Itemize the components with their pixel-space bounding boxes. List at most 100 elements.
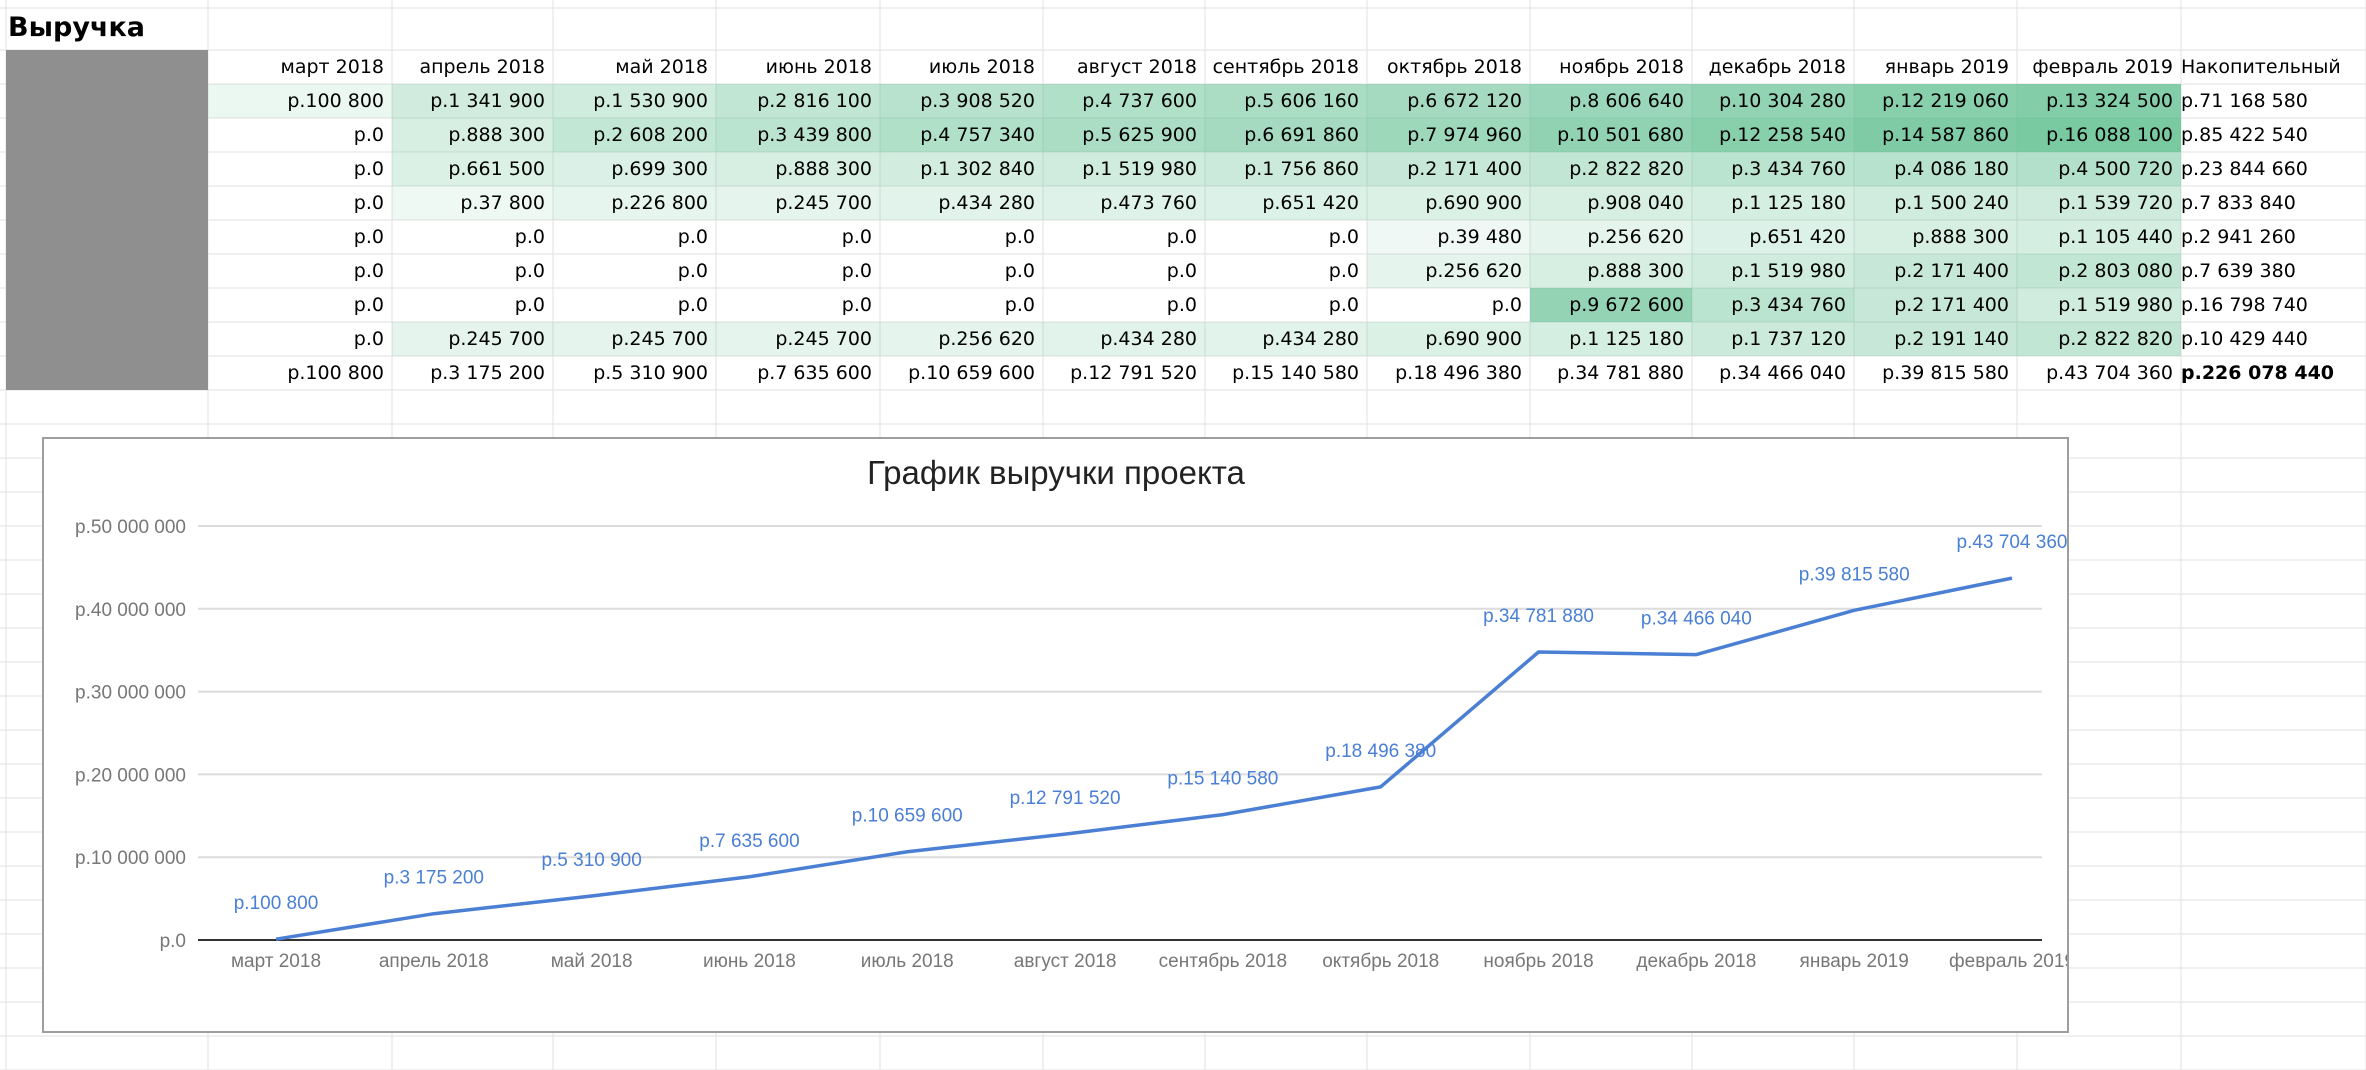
table-cell[interactable]: р.6 691 860 bbox=[1205, 118, 1367, 152]
table-cell[interactable]: р.3 908 520 bbox=[880, 84, 1043, 118]
row-label-cell[interactable] bbox=[6, 254, 208, 288]
table-cell[interactable]: р.690 900 bbox=[1367, 322, 1530, 356]
table-cell[interactable]: р.4 086 180 bbox=[1854, 152, 2017, 186]
table-cell[interactable]: р.0 bbox=[1328, 226, 1359, 248]
table-cell[interactable]: р.434 280 bbox=[1043, 322, 1205, 356]
table-cell[interactable]: р.4 737 600 bbox=[1043, 84, 1205, 118]
table-cell[interactable]: р.2 171 400 bbox=[1854, 254, 2017, 288]
total-cell[interactable]: р.100 800 bbox=[287, 362, 384, 384]
table-cell[interactable]: р.256 620 bbox=[880, 322, 1043, 356]
table-cell[interactable]: р.690 900 bbox=[1367, 186, 1530, 220]
total-cell[interactable]: р.43 704 360 bbox=[2046, 362, 2173, 384]
table-cell[interactable]: р.2 191 140 bbox=[1854, 322, 2017, 356]
table-cell[interactable]: р.0 bbox=[677, 260, 708, 282]
table-cell[interactable]: р.9 672 600 bbox=[1530, 288, 1692, 322]
table-cell[interactable]: р.12 258 540 bbox=[1692, 118, 1854, 152]
table-cell[interactable]: р.651 420 bbox=[1692, 220, 1854, 254]
table-cell[interactable]: р.888 300 bbox=[1854, 220, 2017, 254]
row-label-cell[interactable] bbox=[6, 118, 208, 152]
table-cell[interactable]: р.2 941 260 bbox=[2181, 226, 2296, 248]
table-cell[interactable]: р.71 168 580 bbox=[2181, 90, 2308, 112]
table-cell[interactable]: р.245 700 bbox=[553, 322, 716, 356]
table-cell[interactable]: р.1 530 900 bbox=[553, 84, 716, 118]
table-cell[interactable]: р.39 480 bbox=[1367, 220, 1530, 254]
row-label-cell[interactable] bbox=[6, 356, 208, 390]
table-cell[interactable]: р.0 bbox=[514, 294, 545, 316]
table-cell[interactable]: р.1 341 900 bbox=[392, 84, 553, 118]
column-header[interactable]: октябрь 2018 bbox=[1387, 56, 1522, 78]
table-cell[interactable]: р.1 105 440 bbox=[2017, 220, 2181, 254]
total-cell[interactable]: р.7 635 600 bbox=[757, 362, 872, 384]
table-cell[interactable]: р.5 625 900 bbox=[1043, 118, 1205, 152]
table-cell[interactable]: р.0 bbox=[1491, 294, 1522, 316]
total-cell[interactable]: р.18 496 380 bbox=[1395, 362, 1522, 384]
column-header[interactable]: апрель 2018 bbox=[419, 56, 545, 78]
table-cell[interactable]: р.7 833 840 bbox=[2181, 192, 2296, 214]
table-cell[interactable]: р.0 bbox=[1166, 294, 1197, 316]
table-cell[interactable]: р.1 519 980 bbox=[2017, 288, 2181, 322]
table-cell[interactable]: р.4 757 340 bbox=[880, 118, 1043, 152]
row-label-cell[interactable] bbox=[6, 288, 208, 322]
total-cell[interactable]: р.15 140 580 bbox=[1232, 362, 1359, 384]
table-cell[interactable]: р.1 737 120 bbox=[1692, 322, 1854, 356]
table-cell[interactable]: р.434 280 bbox=[880, 186, 1043, 220]
table-cell[interactable]: р.0 bbox=[353, 260, 384, 282]
table-cell[interactable]: р.888 300 bbox=[1530, 254, 1692, 288]
table-cell[interactable]: р.0 bbox=[1004, 260, 1035, 282]
table-cell[interactable]: р.14 587 860 bbox=[1854, 118, 2017, 152]
table-cell[interactable]: р.0 bbox=[1004, 294, 1035, 316]
table-cell[interactable]: р.245 700 bbox=[716, 186, 880, 220]
table-cell[interactable]: р.4 500 720 bbox=[2017, 152, 2181, 186]
table-cell[interactable]: р.0 bbox=[514, 260, 545, 282]
table-cell[interactable]: р.0 bbox=[841, 226, 872, 248]
table-cell[interactable]: р.434 280 bbox=[1205, 322, 1367, 356]
column-header[interactable]: сентябрь 2018 bbox=[1212, 56, 1359, 78]
table-cell[interactable]: р.0 bbox=[353, 294, 384, 316]
table-cell[interactable]: р.10 501 680 bbox=[1530, 118, 1692, 152]
table-cell[interactable]: р.0 bbox=[353, 192, 384, 214]
table-cell[interactable]: р.226 800 bbox=[553, 186, 716, 220]
table-cell[interactable]: р.1 756 860 bbox=[1205, 152, 1367, 186]
table-cell[interactable]: р.0 bbox=[514, 226, 545, 248]
table-cell[interactable]: р.0 bbox=[1166, 260, 1197, 282]
table-cell[interactable]: р.16 798 740 bbox=[2181, 294, 2308, 316]
table-cell[interactable]: р.0 bbox=[353, 124, 384, 146]
table-cell[interactable]: р.0 bbox=[841, 294, 872, 316]
total-cell[interactable]: р.10 659 600 bbox=[908, 362, 1035, 384]
table-cell[interactable]: р.256 620 bbox=[1530, 220, 1692, 254]
table-cell[interactable]: р.0 bbox=[1328, 260, 1359, 282]
table-cell[interactable]: р.1 302 840 bbox=[880, 152, 1043, 186]
table-cell[interactable]: р.0 bbox=[1328, 294, 1359, 316]
table-cell[interactable]: р.37 800 bbox=[392, 186, 553, 220]
column-header[interactable]: ноябрь 2018 bbox=[1559, 56, 1684, 78]
table-cell[interactable]: р.5 606 160 bbox=[1205, 84, 1367, 118]
table-cell[interactable]: р.13 324 500 bbox=[2017, 84, 2181, 118]
table-cell[interactable]: р.7 639 380 bbox=[2181, 260, 2296, 282]
column-header[interactable]: август 2018 bbox=[1077, 56, 1197, 78]
table-cell[interactable]: р.2 822 820 bbox=[2017, 322, 2181, 356]
table-cell[interactable]: р.1 125 180 bbox=[1692, 186, 1854, 220]
table-cell[interactable]: р.0 bbox=[1004, 226, 1035, 248]
row-label-cell[interactable] bbox=[6, 322, 208, 356]
table-cell[interactable]: р.100 800 bbox=[208, 84, 392, 118]
table-cell[interactable]: р.3 434 760 bbox=[1692, 152, 1854, 186]
table-cell[interactable]: р.651 420 bbox=[1205, 186, 1367, 220]
table-cell[interactable]: р.1 500 240 bbox=[1854, 186, 2017, 220]
column-header[interactable]: Накопительный bbox=[2181, 56, 2341, 78]
total-cell[interactable]: р.34 466 040 bbox=[1719, 362, 1846, 384]
table-cell[interactable]: р.0 bbox=[353, 158, 384, 180]
column-header[interactable]: декабрь 2018 bbox=[1708, 56, 1846, 78]
table-cell[interactable]: р.6 672 120 bbox=[1367, 84, 1530, 118]
total-cell[interactable]: р.34 781 880 bbox=[1557, 362, 1684, 384]
table-cell[interactable]: р.2 171 400 bbox=[1854, 288, 2017, 322]
label-cell[interactable] bbox=[6, 50, 208, 84]
total-cell[interactable]: р.39 815 580 bbox=[1882, 362, 2009, 384]
table-cell[interactable]: р.10 304 280 bbox=[1692, 84, 1854, 118]
table-cell[interactable]: р.3 434 760 bbox=[1692, 288, 1854, 322]
table-cell[interactable]: р.12 219 060 bbox=[1854, 84, 2017, 118]
table-cell[interactable]: р.1 125 180 bbox=[1530, 322, 1692, 356]
table-cell[interactable]: р.245 700 bbox=[716, 322, 880, 356]
table-cell[interactable]: р.2 803 080 bbox=[2017, 254, 2181, 288]
column-header[interactable]: июнь 2018 bbox=[765, 56, 872, 78]
column-header[interactable]: март 2018 bbox=[280, 56, 385, 78]
